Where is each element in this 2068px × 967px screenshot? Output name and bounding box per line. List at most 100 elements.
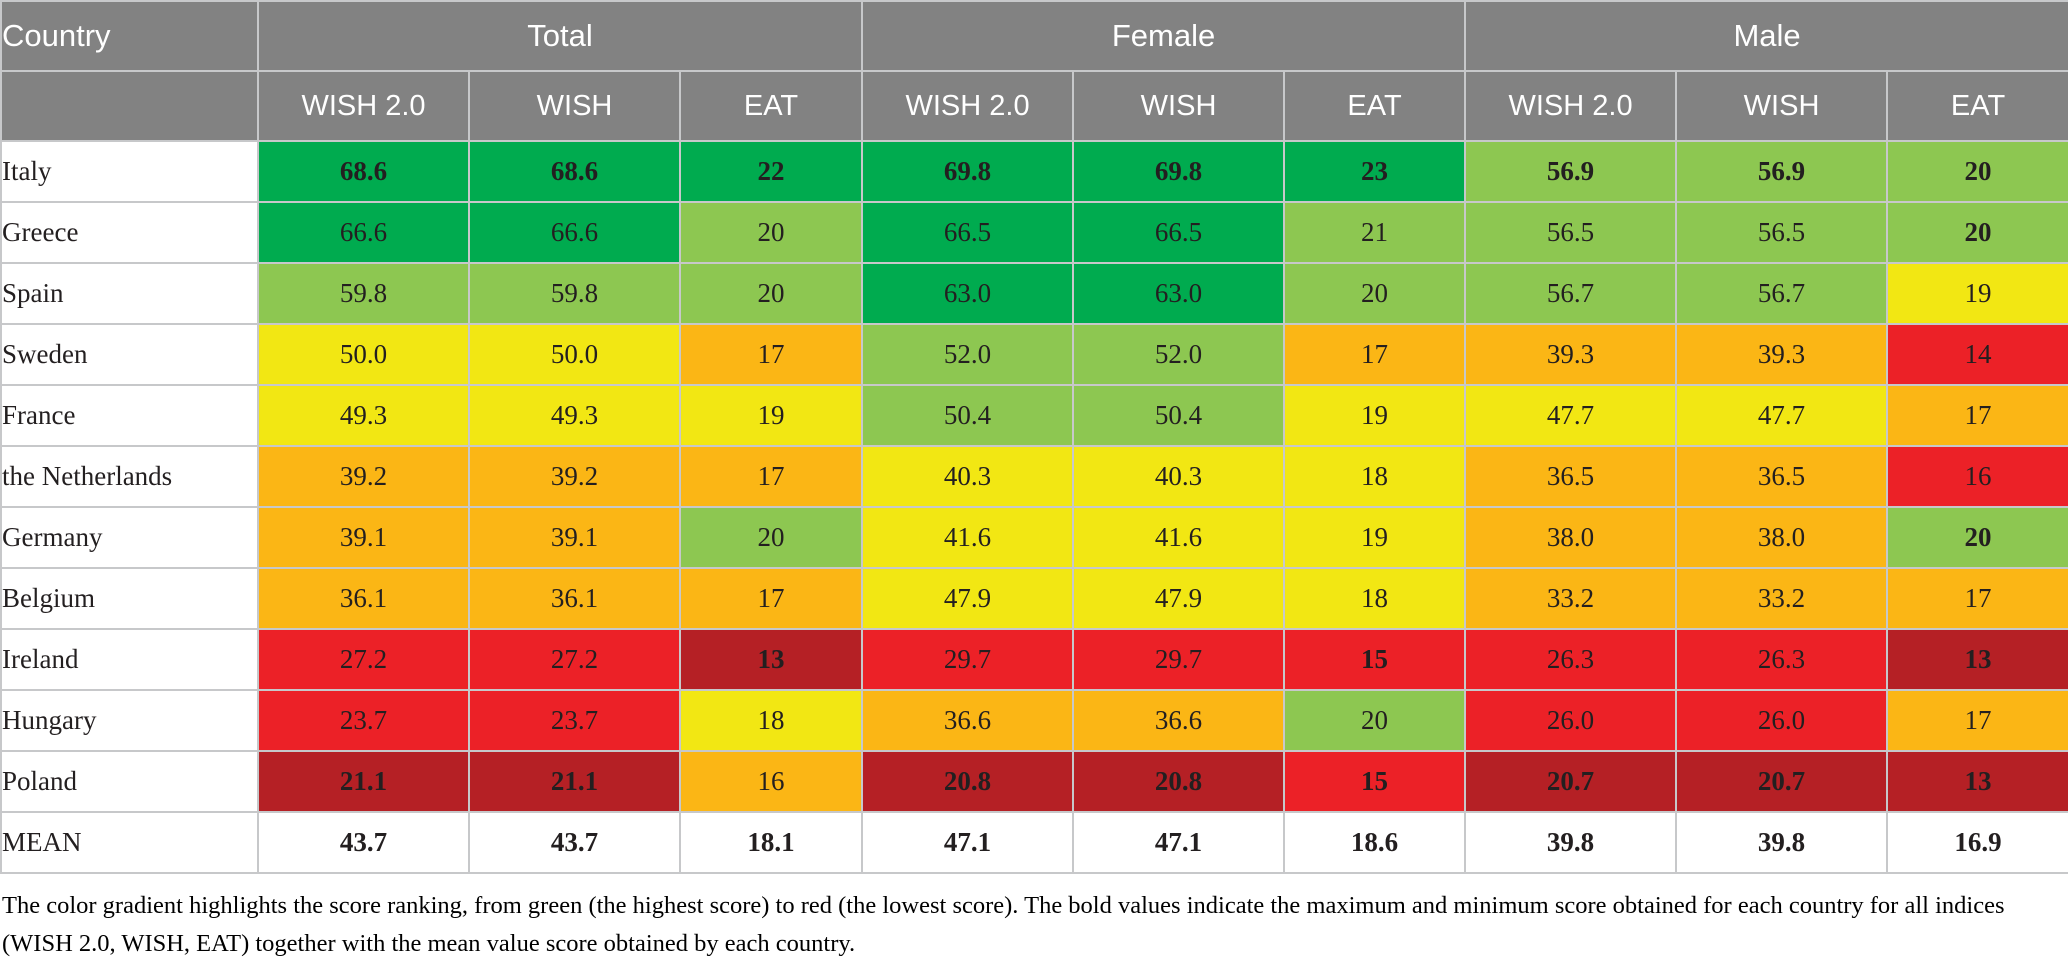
table-header: Country Total Female Male WISH 2.0 WISH EAT WI… [0, 0, 2068, 142]
table-row-belgium: Belgium 36.1 36.1 17 47.9 47.9 18 33.2 33.2 17 [0, 567, 2068, 630]
country-cell: Belgium [0, 567, 259, 630]
score-cell: 14 [1886, 323, 2068, 386]
mean-row: MEAN 43.7 43.7 18.1 47.1 47.1 18.6 39.8 39.8 16.9 [0, 811, 2068, 874]
score-cell: 20 [678, 506, 864, 569]
score-cell: 47.7 [1464, 384, 1678, 447]
mean-score-cell: 47.1 [1072, 811, 1286, 874]
table-row-germany: Germany 39.1 39.1 20 41.6 41.6 19 38.0 38.0 20 [0, 506, 2068, 569]
score-cell: 68.6 [468, 140, 681, 203]
country-cell: Germany [0, 506, 259, 569]
score-cell: 66.5 [1072, 201, 1286, 264]
score-cell: 49.3 [468, 384, 681, 447]
score-cell: 41.6 [1072, 506, 1286, 569]
score-cell: 19 [1886, 262, 2068, 325]
score-cell: 23.7 [468, 689, 681, 752]
score-cell: 18 [1283, 567, 1467, 630]
column-header-male-wish-2-0: WISH 2.0 [1464, 70, 1678, 142]
score-cell: 26.3 [1464, 628, 1678, 691]
score-cell: 20 [1886, 140, 2068, 203]
score-cell: 20 [1283, 689, 1467, 752]
table-row-spain: Spain 59.8 59.8 20 63.0 63.0 20 56.7 56.7 19 [0, 262, 2068, 325]
country-cell: Spain [0, 262, 259, 325]
group-header-female: Female [861, 0, 1467, 72]
score-cell: 49.3 [257, 384, 470, 447]
table-row-greece: Greece 66.6 66.6 20 66.5 66.5 21 56.5 56.5 20 [0, 201, 2068, 264]
mean-score-cell: 16.9 [1886, 811, 2068, 874]
score-cell: 39.1 [257, 506, 470, 569]
score-cell: 40.3 [1072, 445, 1286, 508]
score-cell: 17 [1886, 689, 2068, 752]
score-cell: 56.7 [1675, 262, 1889, 325]
score-cell: 36.1 [468, 567, 681, 630]
score-cell: 19 [1283, 384, 1467, 447]
table-row-ireland: Ireland 27.2 27.2 13 29.7 29.7 15 26.3 26.3 13 [0, 628, 2068, 691]
score-cell: 69.8 [861, 140, 1075, 203]
score-cell: 63.0 [861, 262, 1075, 325]
mean-score-cell: 47.1 [861, 811, 1075, 874]
score-cell: 50.4 [1072, 384, 1286, 447]
score-cell: 56.9 [1464, 140, 1678, 203]
column-header-female-eat: EAT [1283, 70, 1467, 142]
score-cell: 23 [1283, 140, 1467, 203]
score-cell: 21.1 [468, 750, 681, 813]
header-group-row: Country Total Female Male [0, 0, 2068, 72]
header-subcolumn-row: WISH 2.0 WISH EAT WISH 2.0 WISH EAT WISH 2.0 WI… [0, 70, 2068, 142]
score-cell: 36.6 [861, 689, 1075, 752]
score-cell: 20 [1886, 201, 2068, 264]
column-header-male-eat: EAT [1886, 70, 2068, 142]
table-row-sweden: Sweden 50.0 50.0 17 52.0 52.0 17 39.3 39.3 14 [0, 323, 2068, 386]
score-cell: 50.4 [861, 384, 1075, 447]
score-cell: 38.0 [1464, 506, 1678, 569]
country-cell: Greece [0, 201, 259, 264]
score-cell: 23.7 [257, 689, 470, 752]
table-row-italy: Italy 68.6 68.6 22 69.8 69.8 23 56.9 56.9 20 [0, 140, 2068, 203]
score-cell: 39.1 [468, 506, 681, 569]
wish-eat-score-table: Country Total Female Male WISH 2.0 WISH EAT WI… [0, 0, 2068, 874]
mean-score-cell: 18.1 [678, 811, 864, 874]
mean-score-cell: 43.7 [257, 811, 470, 874]
score-cell: 20.8 [1072, 750, 1286, 813]
table-caption: The color gradient highlights the score … [2, 892, 2005, 957]
score-cell: 56.5 [1675, 201, 1889, 264]
score-cell: 56.5 [1464, 201, 1678, 264]
score-cell: 26.3 [1675, 628, 1889, 691]
country-cell: the Netherlands [0, 445, 259, 508]
score-cell: 52.0 [861, 323, 1075, 386]
score-cell: 66.5 [861, 201, 1075, 264]
score-cell: 20 [1283, 262, 1467, 325]
column-header-total-wish: WISH [468, 70, 681, 142]
table-row-france: France 49.3 49.3 19 50.4 50.4 19 47.7 47.7 17 [0, 384, 2068, 447]
score-cell: 20.7 [1675, 750, 1889, 813]
country-cell: Ireland [0, 628, 259, 691]
score-cell: 47.9 [1072, 567, 1286, 630]
score-cell: 22 [678, 140, 864, 203]
score-cell: 36.5 [1675, 445, 1889, 508]
score-cell: 17 [1886, 567, 2068, 630]
column-header-country-spacer [0, 70, 259, 142]
score-cell: 41.6 [861, 506, 1075, 569]
score-cell: 36.5 [1464, 445, 1678, 508]
score-cell: 16 [678, 750, 864, 813]
score-cell: 66.6 [468, 201, 681, 264]
table-row-hungary: Hungary 23.7 23.7 18 36.6 36.6 20 26.0 26.0 17 [0, 689, 2068, 752]
column-header-female-wish-2-0: WISH 2.0 [861, 70, 1075, 142]
score-cell: 47.9 [861, 567, 1075, 630]
score-cell: 20.8 [861, 750, 1075, 813]
column-header-male-wish: WISH [1675, 70, 1889, 142]
score-cell: 66.6 [257, 201, 470, 264]
country-cell: Poland [0, 750, 259, 813]
mean-label-cell: MEAN [0, 811, 259, 874]
score-cell: 29.7 [861, 628, 1075, 691]
score-cell: 33.2 [1675, 567, 1889, 630]
score-cell: 26.0 [1675, 689, 1889, 752]
group-header-total: Total [256, 0, 864, 72]
score-cell: 39.3 [1464, 323, 1678, 386]
score-cell: 39.2 [468, 445, 681, 508]
score-cell: 15 [1283, 750, 1467, 813]
score-cell: 36.1 [257, 567, 470, 630]
score-cell: 18 [678, 689, 864, 752]
score-cell: 18 [1283, 445, 1467, 508]
score-cell: 27.2 [257, 628, 470, 691]
score-cell: 69.8 [1072, 140, 1286, 203]
